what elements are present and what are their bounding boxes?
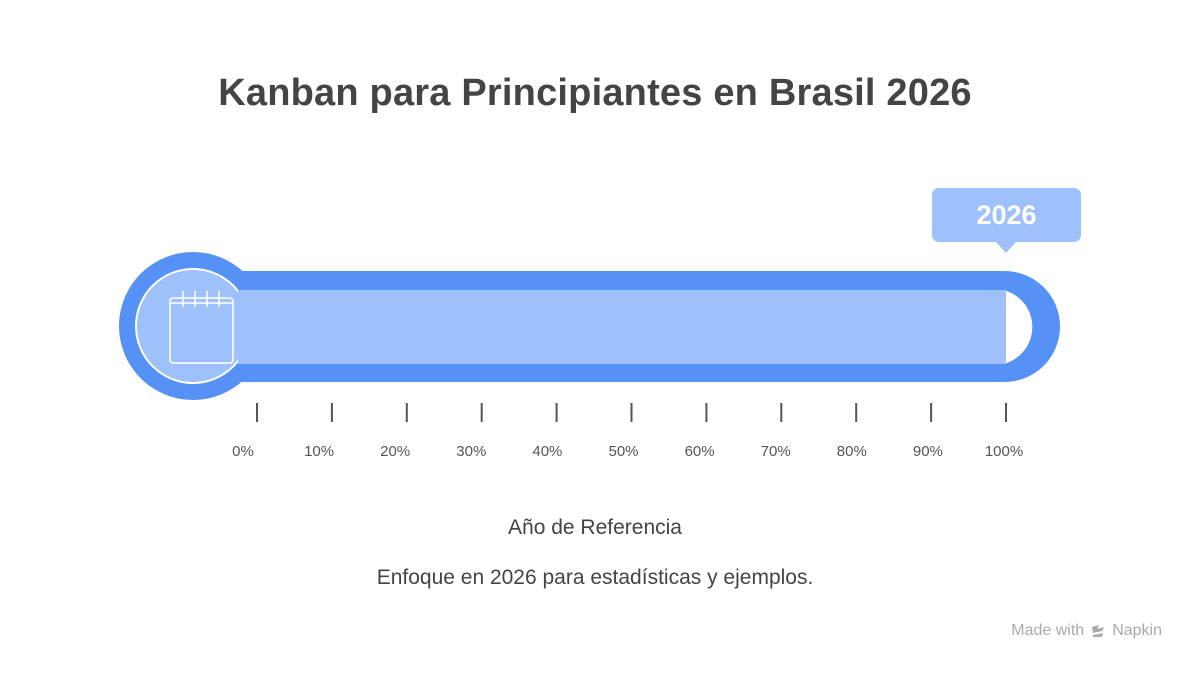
tick-label: 30% bbox=[456, 443, 487, 460]
tick-label: 60% bbox=[684, 443, 715, 460]
callout-pointer bbox=[995, 241, 1017, 253]
made-with-text: Made with bbox=[1011, 622, 1085, 639]
tick-label: 20% bbox=[380, 443, 411, 460]
tick-label: 100% bbox=[984, 443, 1024, 460]
tick-label: 0% bbox=[232, 443, 254, 460]
calendar-icon bbox=[169, 291, 234, 364]
napkin-brand-text: Napkin bbox=[1112, 622, 1162, 639]
tick-label: 50% bbox=[608, 443, 639, 460]
page-title: Kanban para Principiantes en Brasil 2026 bbox=[218, 72, 972, 114]
caption-title: Año de Referencia bbox=[508, 516, 682, 539]
tick-label: 40% bbox=[532, 443, 563, 460]
napkin-logo-icon bbox=[1090, 623, 1106, 639]
napkin-watermark: Made with Napkin bbox=[1011, 622, 1162, 640]
tick-label: 10% bbox=[304, 443, 335, 460]
value-callout: 2026 bbox=[932, 188, 1081, 242]
tick-label: 70% bbox=[760, 443, 791, 460]
gauge-tick-marks bbox=[256, 403, 1007, 422]
tick-label: 90% bbox=[912, 443, 943, 460]
gauge-fill-bar bbox=[238, 290, 1006, 364]
caption-description: Enfoque en 2026 para estadísticas y ejem… bbox=[376, 566, 814, 589]
tick-label: 80% bbox=[836, 443, 867, 460]
